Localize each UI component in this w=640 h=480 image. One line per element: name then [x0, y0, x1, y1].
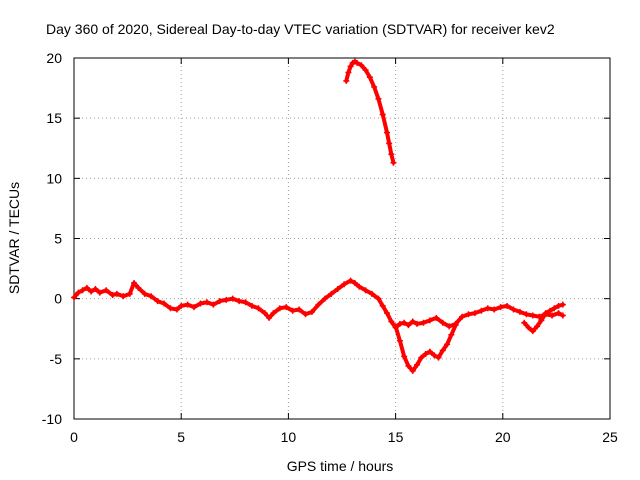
x-tick-label: 25	[602, 429, 618, 445]
trace-segment	[372, 84, 381, 101]
y-tick-label: 15	[46, 110, 62, 126]
trace-segment	[393, 324, 402, 343]
x-axis-label: GPS time / hours	[287, 458, 394, 474]
axis-ticks: 0 5 10 15 20 25 -10 -5 0 5 10 15 20	[42, 50, 618, 445]
y-axis-label: SDTVAR / TECUs	[6, 182, 22, 294]
trace-segment	[380, 112, 390, 135]
x-tick-label: 0	[70, 429, 78, 445]
series-2	[392, 322, 459, 374]
data-points	[71, 58, 566, 374]
y-tick-label: -10	[42, 411, 62, 427]
y-tick-label: 10	[46, 170, 62, 186]
trace-segment	[449, 323, 458, 337]
series-3	[521, 301, 566, 335]
x-tick-label: 5	[177, 429, 185, 445]
x-tick-label: 20	[495, 429, 511, 445]
x-tick-label: 15	[388, 429, 404, 445]
y-tick-label: 5	[54, 231, 62, 247]
y-tick-label: 0	[54, 291, 62, 307]
trace-segment	[556, 311, 565, 318]
x-tick-label: 10	[281, 429, 297, 445]
trace-segment	[397, 338, 407, 359]
y-tick-label: -5	[50, 351, 63, 367]
y-tick-label: 20	[46, 50, 62, 66]
trace-segment	[389, 152, 396, 165]
series-0	[71, 277, 566, 331]
trace-segment	[376, 96, 385, 117]
chart-title: Day 360 of 2020, Sidereal Day-to-day VTE…	[46, 21, 555, 37]
grid	[74, 58, 610, 419]
series-1	[343, 58, 397, 166]
trace-segment	[556, 302, 565, 308]
